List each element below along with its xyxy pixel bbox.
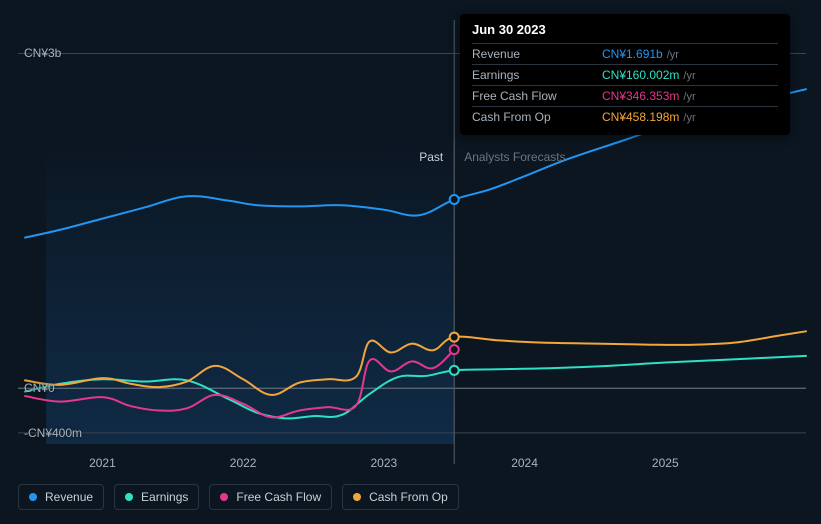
x-tick-label: 2023 xyxy=(370,456,397,470)
legend-label: Revenue xyxy=(45,490,93,504)
marker-cfo[interactable] xyxy=(450,333,459,342)
tooltip-value: CN¥458.198m xyxy=(602,110,679,124)
legend-label: Earnings xyxy=(141,490,188,504)
marker-fcf[interactable] xyxy=(450,345,459,354)
x-tick-label: 2025 xyxy=(652,456,679,470)
tooltip-row: RevenueCN¥1.691b/yr xyxy=(472,44,778,65)
tooltip-unit: /yr xyxy=(667,49,679,61)
legend-label: Free Cash Flow xyxy=(236,490,321,504)
financials-chart: CN¥3b CN¥0 -CN¥400m 2021 2022 2023 2024 2025 P… xyxy=(0,0,821,524)
x-tick-label: 2022 xyxy=(230,456,257,470)
legend-item-fcf[interactable]: Free Cash Flow xyxy=(209,484,332,510)
y-tick-label: CN¥0 xyxy=(24,381,55,395)
legend-dot-icon xyxy=(220,493,228,501)
zone-label-forecast: Analysts Forecasts xyxy=(464,150,565,164)
zone-label-past: Past xyxy=(419,150,443,164)
tooltip-date: Jun 30 2023 xyxy=(472,22,778,44)
tooltip-unit: /yr xyxy=(683,70,695,82)
tooltip-row: Free Cash FlowCN¥346.353m/yr xyxy=(472,86,778,107)
tooltip-unit: /yr xyxy=(683,112,695,124)
legend-label: Cash From Op xyxy=(369,490,448,504)
tooltip-value: CN¥346.353m xyxy=(602,89,679,103)
chart-legend: Revenue Earnings Free Cash Flow Cash From O… xyxy=(18,484,459,510)
marker-revenue[interactable] xyxy=(450,195,459,204)
chart-tooltip: Jun 30 2023 RevenueCN¥1.691b/yrEarningsC… xyxy=(460,14,790,135)
legend-item-earnings[interactable]: Earnings xyxy=(114,484,199,510)
tooltip-metric: Free Cash Flow xyxy=(472,89,602,103)
y-tick-label: CN¥3b xyxy=(24,46,61,60)
tooltip-row: Cash From OpCN¥458.198m/yr xyxy=(472,107,778,127)
tooltip-value: CN¥1.691b xyxy=(602,47,663,61)
marker-earnings[interactable] xyxy=(450,366,459,375)
legend-item-revenue[interactable]: Revenue xyxy=(18,484,104,510)
legend-item-cfo[interactable]: Cash From Op xyxy=(342,484,459,510)
legend-dot-icon xyxy=(353,493,361,501)
legend-dot-icon xyxy=(125,493,133,501)
tooltip-metric: Revenue xyxy=(472,47,602,61)
legend-dot-icon xyxy=(29,493,37,501)
x-tick-label: 2021 xyxy=(89,456,116,470)
tooltip-metric: Cash From Op xyxy=(472,110,602,124)
tooltip-unit: /yr xyxy=(683,91,695,103)
tooltip-metric: Earnings xyxy=(472,68,602,82)
x-tick-label: 2024 xyxy=(511,456,538,470)
tooltip-value: CN¥160.002m xyxy=(602,68,679,82)
tooltip-row: EarningsCN¥160.002m/yr xyxy=(472,65,778,86)
y-tick-label: -CN¥400m xyxy=(24,426,82,440)
